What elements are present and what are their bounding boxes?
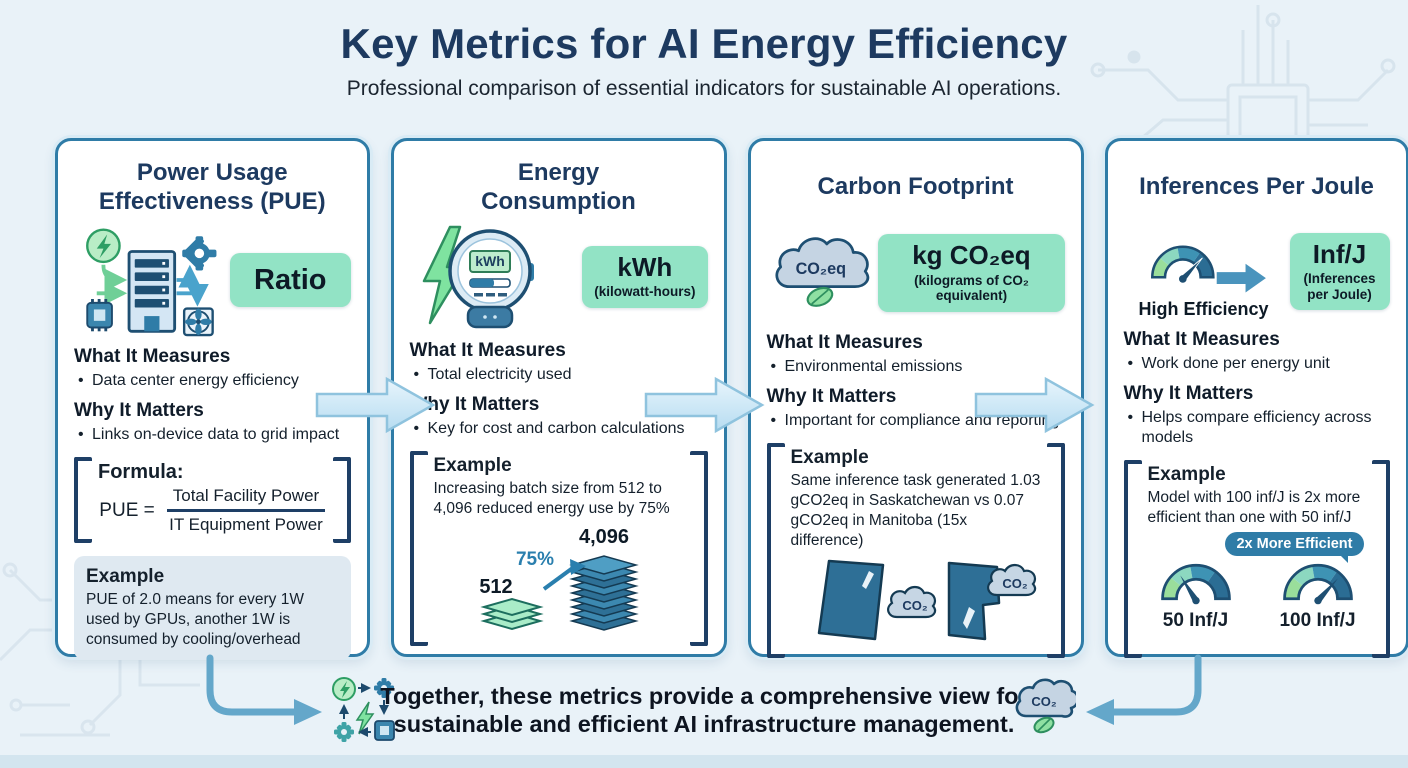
example-block: Example Increasing batch size from 512 t… [409, 451, 708, 646]
unit-badge: kWh (kilowatt-hours) [582, 246, 708, 308]
batch-size-graphic: 75% 512 4,096 [434, 521, 684, 638]
efficiency-bubble: 2x More Efficient [1225, 532, 1364, 564]
matters-title: Why It Matters [74, 400, 204, 422]
saskatchewan-shape [817, 559, 884, 640]
co2-cloud-small-2: CO₂ [986, 563, 1036, 596]
gauge-50-icon [1160, 564, 1231, 605]
example-block: Example Same inference task generated 1.… [766, 443, 1065, 658]
matters-title: Why It Matters [1123, 383, 1254, 405]
arrow-right-icon [1216, 263, 1266, 293]
svg-text:CO₂: CO₂ [1002, 576, 1028, 591]
measures-bullet: Total electricity used [410, 365, 708, 385]
efficiency-gauge-icon [1150, 245, 1266, 293]
matters-title: Why It Matters [766, 386, 897, 408]
unit-badge: kg CO₂eq (kilograms of CO₂ equivalent) [878, 234, 1065, 312]
formula-lhs: PUE = [99, 499, 155, 521]
gear-icon [182, 236, 217, 271]
unit-badge: Inf/J (Inferences per Joule) [1289, 232, 1390, 311]
cloud-label: CO₂eq [795, 260, 845, 278]
co2-cloud-small-1: CO₂ [886, 585, 936, 618]
pue-icon-row: Ratio [74, 223, 351, 337]
gauge-50-label: 50 Inf/J [1162, 610, 1229, 632]
card-inferences-per-joule: Inferences Per Joule High Efficiency Inf… [1104, 138, 1408, 658]
metric-cards-row: Power Usage Effectiveness (PUE) [55, 138, 1408, 660]
measures-title: What It Measures [74, 346, 231, 367]
co2-cloud-leaf-icon: CO₂eq [774, 237, 869, 307]
card-title: Carbon Footprint [817, 173, 1014, 201]
measures-bullet: Work done per energy unit [1124, 354, 1390, 374]
gear-icon [374, 678, 394, 698]
page-header: Key Metrics for AI Energy Efficiency Pro… [0, 20, 1408, 101]
matters-bullet: Important for compliance and reporting [767, 411, 1065, 431]
card-title: Inferences Per Joule [1139, 173, 1374, 201]
gear-icon [334, 722, 354, 742]
electricity-meter-icon: kWh [422, 225, 534, 329]
svg-text:CO₂: CO₂ [902, 598, 928, 613]
matters-bullet: Key for cost and carbon calculations [410, 419, 708, 439]
provinces-graphic: CO₂ CO₂ [791, 553, 1041, 650]
formula-block: Formula: PUE = Total Facility Power IT E… [74, 457, 351, 544]
fan-icon [182, 307, 214, 337]
small-stack-label: 512 [479, 576, 512, 598]
card-pue: Power Usage Effectiveness (PUE) [55, 138, 370, 660]
pct-label: 75% [515, 549, 553, 570]
example-block: Example Model with 100 inf/J is 2x more … [1123, 460, 1390, 658]
formula-denominator: IT Equipment Power [169, 515, 323, 535]
measures-bullet: Data center energy efficiency [74, 371, 351, 391]
page-title: Key Metrics for AI Energy Efficiency [340, 20, 1068, 67]
measures-title: What It Measures [1123, 329, 1280, 350]
matters-bullet: Helps compare efficiency across models [1124, 408, 1390, 448]
gauge-caption: High Efficiency [1138, 299, 1269, 319]
gauge-comparison-graphic: 2x More Efficient 50 Inf/J [1148, 532, 1366, 650]
carbon-icon-row: CO₂eq kg CO₂eq (kilograms of CO₂ equival… [767, 223, 1065, 323]
big-stack-label: 4,096 [578, 526, 628, 548]
page-subtitle: Professional comparison of essential ind… [346, 77, 1062, 100]
measures-bullet: Environmental emissions [767, 357, 1065, 377]
matters-title: Why It Matters [409, 394, 540, 416]
bottom-strip [0, 755, 1408, 768]
example-box: Example PUE of 2.0 means for every 1W us… [74, 556, 351, 660]
energy-icon-row: kWh kWh (kilowatt-hours) [410, 223, 708, 331]
footer-co2-cloud-icon: CO₂ [1015, 678, 1076, 734]
card-title: Power Usage Effectiveness (PUE) [98, 158, 326, 215]
measures-title: What It Measures [766, 332, 923, 353]
footer-summary: Together, these metrics provide a compre… [380, 683, 1028, 738]
manitoba-shape [947, 561, 1000, 640]
measures-title: What It Measures [409, 340, 566, 361]
unit-badge: Ratio [230, 252, 351, 308]
formula-title: Formula: [98, 461, 184, 484]
gauge-100-icon [1282, 564, 1353, 605]
card-energy-consumption: Energy Consumption kWh kWh (kilowatt-hou… [390, 138, 727, 657]
sustainability-cycle-icon [332, 677, 395, 742]
formula-numerator: Total Facility Power [166, 486, 326, 513]
card-title: Energy Consumption [481, 158, 636, 215]
meter-display-text: kWh [475, 253, 505, 269]
card-carbon-footprint: Carbon Footprint CO₂eq kg CO₂eq (kilogra… [747, 138, 1084, 658]
ipj-icon-row: High Efficiency Inf/J (Inferences per Jo… [1124, 223, 1390, 320]
gauge-100-label: 100 Inf/J [1279, 610, 1356, 632]
datacenter-power-icon [86, 228, 217, 337]
matters-bullet: Links on-device data to grid impact [74, 425, 351, 445]
footer-co2-label: CO₂ [1031, 694, 1057, 709]
